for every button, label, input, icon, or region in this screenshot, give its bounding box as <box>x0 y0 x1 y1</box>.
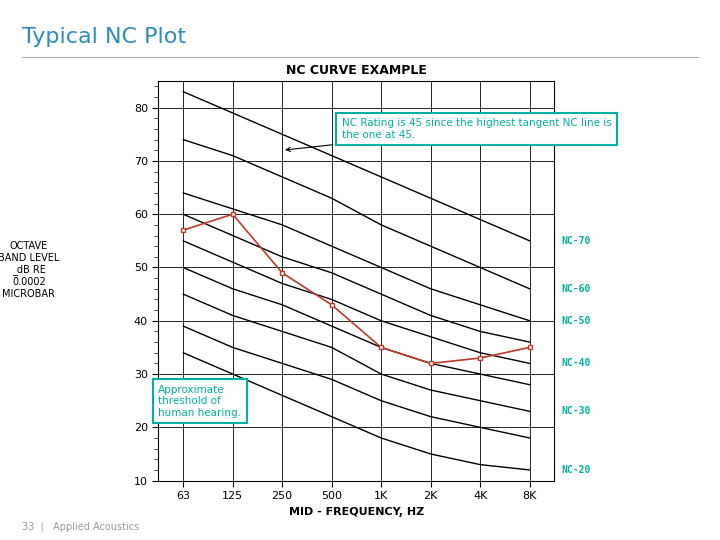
Text: Approximate
threshold of
human hearing.: Approximate threshold of human hearing. <box>158 384 241 418</box>
Text: NC-70: NC-70 <box>562 236 591 246</box>
X-axis label: MID - FREQUENCY, HZ: MID - FREQUENCY, HZ <box>289 507 424 517</box>
Title: NC CURVE EXAMPLE: NC CURVE EXAMPLE <box>286 64 427 77</box>
Text: NC Rating is 45 since the highest tangent NC line is
the one at 45.: NC Rating is 45 since the highest tangen… <box>286 118 611 151</box>
Text: NC-20: NC-20 <box>562 465 591 475</box>
Text: NC-40: NC-40 <box>562 359 591 368</box>
Text: 33  |   Applied Acoustics: 33 | Applied Acoustics <box>22 522 139 532</box>
Text: NC-60: NC-60 <box>562 284 591 294</box>
Text: NC-30: NC-30 <box>562 406 591 416</box>
Text: OCTAVE
BAND LEVEL
_dB RE
0.0002
MICROBAR: OCTAVE BAND LEVEL _dB RE 0.0002 MICROBAR <box>0 241 60 299</box>
Text: NC-50: NC-50 <box>562 316 591 326</box>
Text: Typical NC Plot: Typical NC Plot <box>22 27 186 47</box>
